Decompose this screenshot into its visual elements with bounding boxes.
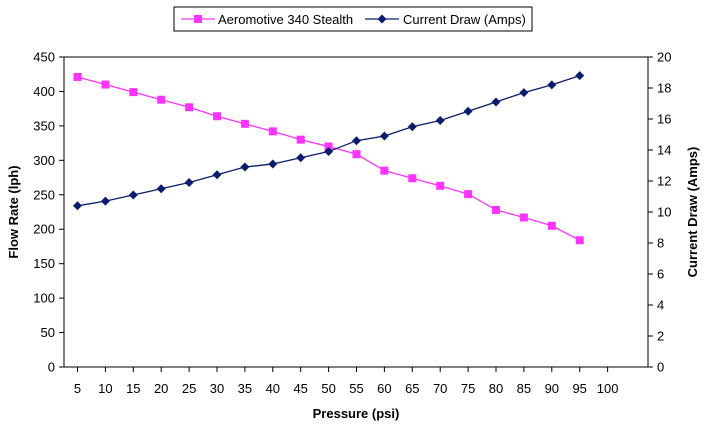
x-tick-label-5: 5: [74, 381, 81, 396]
series-1-point-15: [128, 190, 138, 200]
series-1-point-50: [324, 147, 334, 157]
series-0-point-35: [240, 119, 249, 128]
legend-box: [173, 6, 533, 32]
series-0-point-75: [464, 190, 473, 199]
left-axis-ticks: 0 50 100 150 200 250 300 350 400 450: [33, 50, 64, 375]
legend-label-0: Aeromotive 340 Stealth: [218, 12, 353, 27]
series-1-point-90: [547, 80, 557, 90]
series-0-point-85: [519, 213, 528, 222]
series-0-point-30: [213, 112, 221, 121]
right-tick-label-2: 2: [657, 329, 664, 344]
series-0-point-15: [129, 88, 138, 97]
series-0-point-25: [185, 103, 194, 112]
series-0-point-55: [352, 150, 361, 159]
x-axis-ticks: 5 10 15 20 25 30 35 40 45 50 55 60 65 70 75 80 85 90 95 100: [74, 367, 619, 396]
series-0-point-65: [408, 174, 417, 183]
x-tick-label-95: 95: [572, 381, 586, 396]
series-1-point-5: [73, 201, 82, 211]
legend-label-1: Current Draw (Amps): [403, 12, 526, 27]
legend: Aeromotive 340 Stealth Current Draw (Amp…: [173, 6, 533, 32]
right-tick-label-14: 14: [657, 143, 671, 158]
series-0-point-60: [380, 166, 389, 175]
x-tick-label-75: 75: [461, 381, 475, 396]
series-0-point-40: [268, 127, 277, 136]
series-layer: [73, 71, 585, 245]
x-tick-label-30: 30: [210, 381, 224, 396]
left-tick-label-150: 150: [33, 256, 55, 271]
x-tick-label-90: 90: [545, 381, 559, 396]
series-0-point-45: [296, 135, 305, 144]
left-tick-label-450: 450: [33, 50, 55, 65]
series-1-point-40: [268, 159, 278, 169]
right-tick-label-4: 4: [657, 298, 664, 313]
left-tick-label-250: 250: [33, 187, 55, 202]
right-tick-label-16: 16: [657, 112, 671, 127]
right-tick-label-12: 12: [657, 174, 671, 189]
x-tick-label-80: 80: [489, 381, 503, 396]
series-1-point-65: [407, 122, 417, 132]
series-0-point-50: [324, 142, 333, 151]
series-1-point-60: [379, 131, 389, 141]
x-tick-label-60: 60: [377, 381, 391, 396]
series-0-point-20: [157, 95, 166, 104]
x-tick-label-50: 50: [321, 381, 335, 396]
left-tick-label-200: 200: [33, 222, 55, 237]
series-1-point-25: [184, 178, 194, 188]
x-tick-label-20: 20: [154, 381, 168, 396]
left-tick-label-100: 100: [33, 291, 55, 306]
x-tick-label-40: 40: [266, 381, 280, 396]
right-tick-label-6: 6: [657, 267, 664, 282]
series-1-point-85: [519, 88, 529, 98]
x-tick-label-35: 35: [238, 381, 252, 396]
legend-marker-0: [194, 15, 202, 23]
x-tick-label-25: 25: [182, 381, 196, 396]
series-1-point-75: [463, 106, 473, 116]
right-tick-label-18: 18: [657, 81, 671, 96]
x-tick-label-100: 100: [597, 381, 619, 396]
series-0-point-80: [492, 205, 500, 214]
series-1-point-70: [435, 116, 445, 126]
series-1-point-80: [491, 97, 501, 107]
left-tick-label-300: 300: [33, 153, 55, 168]
series-0-point-90: [547, 221, 556, 230]
x-axis-title: Pressure (psi): [313, 406, 400, 421]
series-line-0: [77, 76, 580, 241]
x-tick-label-85: 85: [517, 381, 531, 396]
legend-marker-1: [377, 14, 387, 24]
x-tick-label-45: 45: [293, 381, 307, 396]
x-tick-label-55: 55: [349, 381, 363, 396]
left-tick-label-400: 400: [33, 84, 55, 99]
series-1-point-55: [352, 136, 361, 146]
right-tick-label-8: 8: [657, 236, 664, 251]
series-1-point-20: [156, 184, 166, 194]
series-line-1: [77, 74, 580, 207]
right-tick-label-10: 10: [657, 205, 671, 220]
series-0-point-10: [101, 80, 110, 89]
left-tick-label-0: 0: [48, 360, 55, 375]
x-tick-label-10: 10: [98, 381, 112, 396]
x-tick-label-65: 65: [405, 381, 419, 396]
right-axis-title: Current Draw (Amps): [685, 147, 700, 278]
series-1-point-10: [100, 196, 110, 206]
series-0-point-95: [575, 236, 584, 245]
x-tick-label-15: 15: [126, 381, 140, 396]
series-0-point-5: [73, 72, 82, 81]
left-tick-label-350: 350: [33, 118, 55, 133]
right-tick-label-20: 20: [657, 50, 671, 65]
right-tick-label-0: 0: [657, 360, 664, 375]
series-0-point-70: [436, 181, 445, 190]
series-1-point-30: [212, 170, 222, 180]
series-1-point-45: [296, 153, 306, 163]
series-1-point-35: [240, 162, 250, 172]
left-axis-title: Flow Rate (lph): [6, 165, 21, 258]
right-axis-ticks: 0 2 4 6 8 10 12 14 16 18 20: [648, 50, 671, 375]
left-tick-label-50: 50: [41, 325, 55, 340]
x-tick-label-70: 70: [433, 381, 447, 396]
series-1-point-95: [575, 71, 585, 81]
